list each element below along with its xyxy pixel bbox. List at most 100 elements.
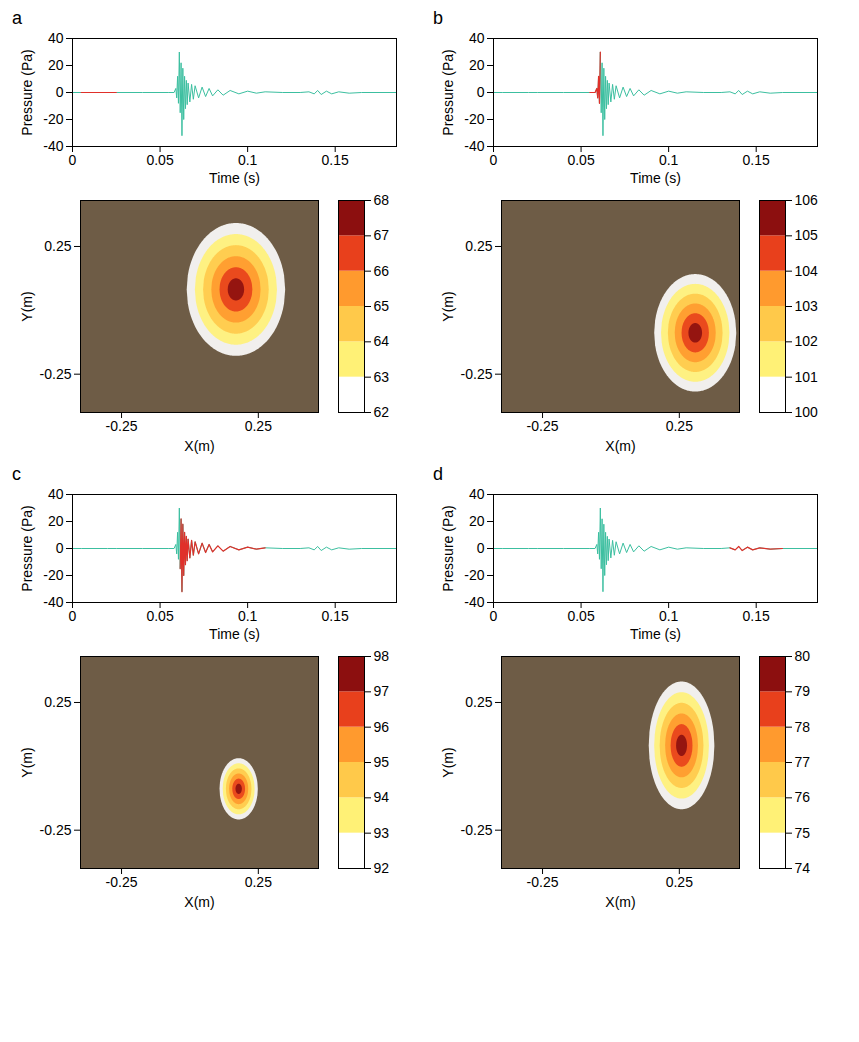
svg-text:0: 0 bbox=[490, 152, 498, 168]
svg-text:78: 78 bbox=[795, 719, 811, 735]
svg-text:X(m): X(m) bbox=[605, 438, 635, 454]
svg-text:0.25: 0.25 bbox=[666, 418, 693, 434]
svg-text:-0.25: -0.25 bbox=[106, 418, 138, 434]
svg-text:105: 105 bbox=[795, 227, 819, 243]
svg-text:-0.25: -0.25 bbox=[527, 418, 559, 434]
svg-text:Time (s): Time (s) bbox=[630, 170, 681, 186]
svg-text:0.25: 0.25 bbox=[245, 874, 272, 890]
svg-text:67: 67 bbox=[374, 227, 390, 243]
svg-text:0.25: 0.25 bbox=[44, 694, 71, 710]
svg-text:X(m): X(m) bbox=[184, 438, 214, 454]
svg-text:-20: -20 bbox=[43, 111, 63, 127]
svg-text:104: 104 bbox=[795, 263, 819, 279]
svg-text:0: 0 bbox=[56, 540, 64, 556]
svg-text:Pressure (Pa): Pressure (Pa) bbox=[440, 505, 456, 591]
svg-text:0: 0 bbox=[56, 84, 64, 100]
svg-text:94: 94 bbox=[374, 789, 390, 805]
svg-text:0.1: 0.1 bbox=[659, 152, 679, 168]
svg-text:-0.25: -0.25 bbox=[461, 822, 493, 838]
svg-text:0.1: 0.1 bbox=[238, 152, 258, 168]
svg-text:93: 93 bbox=[374, 825, 390, 841]
svg-text:20: 20 bbox=[469, 513, 485, 529]
svg-text:0.1: 0.1 bbox=[659, 608, 679, 624]
svg-text:20: 20 bbox=[469, 57, 485, 73]
svg-text:Time (s): Time (s) bbox=[209, 626, 260, 642]
svg-text:103: 103 bbox=[795, 298, 819, 314]
html-text:a: a bbox=[12, 8, 22, 28]
svg-text:-0.25: -0.25 bbox=[106, 874, 138, 890]
svg-text:-40: -40 bbox=[43, 138, 63, 154]
svg-text:0.25: 0.25 bbox=[465, 694, 492, 710]
svg-text:Y(m): Y(m) bbox=[19, 747, 35, 777]
svg-text:Pressure (Pa): Pressure (Pa) bbox=[19, 49, 35, 135]
svg-text:65: 65 bbox=[374, 298, 390, 314]
svg-text:0.05: 0.05 bbox=[146, 152, 173, 168]
svg-text:0: 0 bbox=[477, 540, 485, 556]
svg-text:0.05: 0.05 bbox=[146, 608, 173, 624]
svg-text:0.25: 0.25 bbox=[245, 418, 272, 434]
svg-text:-0.25: -0.25 bbox=[40, 366, 72, 382]
svg-text:76: 76 bbox=[795, 789, 811, 805]
svg-text:Y(m): Y(m) bbox=[440, 291, 456, 321]
svg-text:0.05: 0.05 bbox=[567, 152, 594, 168]
svg-text:101: 101 bbox=[795, 369, 819, 385]
svg-text:0.15: 0.15 bbox=[743, 152, 770, 168]
html-text:b: b bbox=[433, 8, 443, 28]
svg-text:0.15: 0.15 bbox=[322, 608, 349, 624]
svg-text:97: 97 bbox=[374, 683, 390, 699]
svg-text:0.15: 0.15 bbox=[322, 152, 349, 168]
svg-text:95: 95 bbox=[374, 754, 390, 770]
svg-text:40: 40 bbox=[469, 30, 485, 46]
svg-text:98: 98 bbox=[374, 648, 390, 664]
html-text:c: c bbox=[12, 464, 21, 484]
svg-text:Pressure (Pa): Pressure (Pa) bbox=[19, 505, 35, 591]
svg-text:77: 77 bbox=[795, 754, 811, 770]
svg-text:62: 62 bbox=[374, 404, 390, 420]
svg-text:40: 40 bbox=[48, 30, 64, 46]
svg-text:0.25: 0.25 bbox=[44, 238, 71, 254]
svg-text:0.1: 0.1 bbox=[238, 608, 258, 624]
svg-text:Pressure (Pa): Pressure (Pa) bbox=[440, 49, 456, 135]
svg-text:100: 100 bbox=[795, 404, 819, 420]
svg-text:64: 64 bbox=[374, 333, 390, 349]
svg-text:0.25: 0.25 bbox=[465, 238, 492, 254]
svg-text:66: 66 bbox=[374, 263, 390, 279]
svg-text:68: 68 bbox=[374, 192, 390, 208]
svg-text:-40: -40 bbox=[464, 138, 484, 154]
svg-text:-0.25: -0.25 bbox=[527, 874, 559, 890]
svg-text:102: 102 bbox=[795, 333, 819, 349]
svg-text:Time (s): Time (s) bbox=[209, 170, 260, 186]
svg-text:-0.25: -0.25 bbox=[40, 822, 72, 838]
svg-text:79: 79 bbox=[795, 683, 811, 699]
svg-text:0.25: 0.25 bbox=[666, 874, 693, 890]
svg-text:0: 0 bbox=[69, 608, 77, 624]
svg-text:-0.25: -0.25 bbox=[461, 366, 493, 382]
svg-text:63: 63 bbox=[374, 369, 390, 385]
svg-text:96: 96 bbox=[374, 719, 390, 735]
svg-text:40: 40 bbox=[48, 486, 64, 502]
svg-text:X(m): X(m) bbox=[605, 894, 635, 910]
svg-text:-40: -40 bbox=[43, 594, 63, 610]
svg-text:-20: -20 bbox=[464, 111, 484, 127]
svg-text:Y(m): Y(m) bbox=[440, 747, 456, 777]
svg-text:-40: -40 bbox=[464, 594, 484, 610]
svg-text:106: 106 bbox=[795, 192, 819, 208]
svg-text:80: 80 bbox=[795, 648, 811, 664]
svg-text:0: 0 bbox=[69, 152, 77, 168]
svg-text:0.15: 0.15 bbox=[743, 608, 770, 624]
svg-text:Time (s): Time (s) bbox=[630, 626, 681, 642]
svg-text:20: 20 bbox=[48, 513, 64, 529]
svg-text:74: 74 bbox=[795, 860, 811, 876]
svg-text:40: 40 bbox=[469, 486, 485, 502]
svg-text:-20: -20 bbox=[43, 567, 63, 583]
html-text:d: d bbox=[433, 464, 443, 484]
svg-text:X(m): X(m) bbox=[184, 894, 214, 910]
svg-text:-20: -20 bbox=[464, 567, 484, 583]
svg-text:20: 20 bbox=[48, 57, 64, 73]
svg-text:Y(m): Y(m) bbox=[19, 291, 35, 321]
svg-text:75: 75 bbox=[795, 825, 811, 841]
svg-text:0.05: 0.05 bbox=[567, 608, 594, 624]
svg-text:0: 0 bbox=[490, 608, 498, 624]
svg-text:0: 0 bbox=[477, 84, 485, 100]
svg-text:92: 92 bbox=[374, 860, 390, 876]
